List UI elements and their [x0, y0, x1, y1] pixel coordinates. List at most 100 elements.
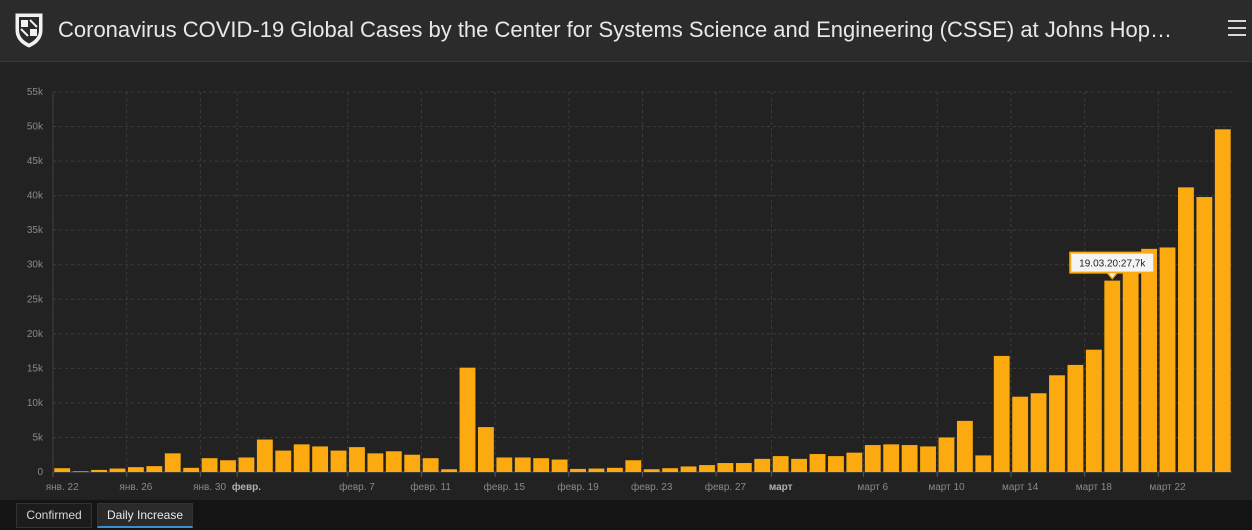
bar[interactable] [146, 466, 163, 472]
tab-bar: Confirmed Daily Increase [0, 500, 1252, 530]
bar[interactable] [938, 437, 955, 472]
bar[interactable] [367, 453, 384, 472]
daily-increase-bar-chart: 0 5k 10k 15k 20k 25k 30k 35k 40k 45k 50k 55k янв. 22… [27, 87, 1232, 493]
bar[interactable] [956, 420, 973, 472]
x-tick-label: янв. 26 [119, 482, 152, 493]
bar[interactable] [570, 468, 586, 472]
bar[interactable] [164, 453, 181, 472]
x-tick-label: февр. [232, 481, 261, 493]
bar[interactable] [643, 469, 660, 472]
bar[interactable] [1049, 375, 1065, 472]
bar[interactable] [385, 451, 402, 472]
bar[interactable] [662, 468, 679, 472]
x-tick-label: март 18 [1076, 482, 1113, 493]
bar[interactable] [680, 466, 697, 472]
bar[interactable] [201, 458, 218, 472]
bar[interactable] [791, 458, 808, 472]
y-tick-label: 35k [27, 225, 44, 236]
page-title: Coronavirus COVID-19 Global Cases by the… [58, 17, 1172, 42]
y-tick-label: 10k [27, 398, 44, 409]
tooltip-pointer [1105, 271, 1119, 280]
y-tick-label: 0 [37, 467, 43, 478]
bar[interactable] [275, 450, 292, 472]
x-tick-label: март 14 [1002, 482, 1039, 493]
y-tick-label: 45k [27, 156, 44, 167]
x-tick-label: янв. 30 [193, 482, 226, 493]
bar[interactable] [920, 446, 936, 472]
bar[interactable] [72, 471, 89, 472]
bar[interactable] [1159, 247, 1176, 472]
bar[interactable] [349, 447, 365, 472]
y-tick-label: 5k [32, 432, 44, 443]
y-tick-label: 30k [27, 260, 44, 271]
bar[interactable] [864, 445, 881, 472]
bar[interactable] [459, 367, 476, 472]
bar[interactable] [404, 454, 421, 472]
bar-tooltip: 19.03.20:27,7k [1069, 251, 1156, 280]
bar[interactable] [330, 450, 347, 472]
y-tick-label: 50k [27, 122, 44, 133]
bar[interactable] [809, 454, 826, 472]
app-header: Coronavirus COVID-19 Global Cases by the… [0, 0, 1252, 62]
bar[interactable] [533, 458, 550, 472]
bar[interactable] [1085, 349, 1102, 472]
bar[interactable] [717, 463, 734, 472]
bar[interactable] [422, 458, 439, 472]
x-tick-label: февр. 7 [339, 481, 375, 493]
bar[interactable] [754, 458, 771, 472]
bar[interactable] [1104, 280, 1121, 472]
hamburger-menu-icon[interactable] [1228, 20, 1246, 40]
bar[interactable] [846, 452, 863, 472]
x-tick-label: февр. 19 [557, 481, 599, 493]
bar[interactable] [220, 460, 236, 472]
bar[interactable] [477, 427, 494, 472]
bar[interactable] [496, 457, 513, 472]
bar[interactable] [606, 467, 623, 472]
bar[interactable] [975, 455, 992, 472]
bar[interactable] [109, 468, 126, 472]
tab-confirmed[interactable]: Confirmed [16, 503, 92, 528]
bar[interactable] [441, 469, 457, 472]
bar[interactable] [312, 446, 329, 472]
y-tick-label: 20k [27, 329, 44, 340]
x-tick-label: март 22 [1149, 482, 1186, 493]
x-tick-label: февр. 27 [705, 481, 747, 493]
bar[interactable] [1141, 248, 1158, 472]
bar[interactable] [91, 469, 107, 472]
bar[interactable] [1030, 393, 1047, 472]
bar[interactable] [1122, 271, 1139, 472]
bar[interactable] [1067, 364, 1084, 472]
x-tick-label: февр. 15 [484, 481, 526, 493]
bar[interactable] [293, 444, 310, 472]
y-tick-label: 40k [27, 191, 44, 202]
bar[interactable] [625, 460, 642, 472]
bar[interactable] [54, 468, 71, 472]
x-tick-label: февр. 23 [631, 481, 673, 493]
y-tick-label: 25k [27, 294, 44, 305]
tooltip-text: 19.03.20:27,7k [1079, 259, 1146, 270]
x-tick-label: февр. 11 [410, 481, 451, 493]
bar[interactable] [1196, 197, 1213, 472]
bar[interactable] [588, 468, 605, 472]
bar[interactable] [238, 457, 255, 472]
x-tick-label: март 6 [857, 482, 888, 493]
tab-daily-increase[interactable]: Daily Increase [97, 503, 193, 528]
bar[interactable] [127, 467, 144, 472]
bar[interactable] [1214, 129, 1231, 472]
bar[interactable] [699, 465, 715, 472]
bar[interactable] [901, 445, 918, 472]
y-tick-label: 55k [27, 87, 44, 98]
x-tick-label: март [769, 482, 793, 493]
bar[interactable] [1178, 187, 1194, 472]
bar[interactable] [1012, 396, 1029, 472]
bar[interactable] [183, 467, 200, 472]
bar[interactable] [993, 355, 1010, 472]
bar[interactable] [256, 439, 273, 472]
bar[interactable] [772, 456, 789, 472]
bar[interactable] [735, 463, 752, 472]
shield-logo-icon [15, 13, 43, 48]
bar[interactable] [514, 457, 531, 472]
bar[interactable] [551, 459, 568, 472]
bar[interactable] [828, 456, 844, 472]
bar[interactable] [883, 444, 900, 472]
